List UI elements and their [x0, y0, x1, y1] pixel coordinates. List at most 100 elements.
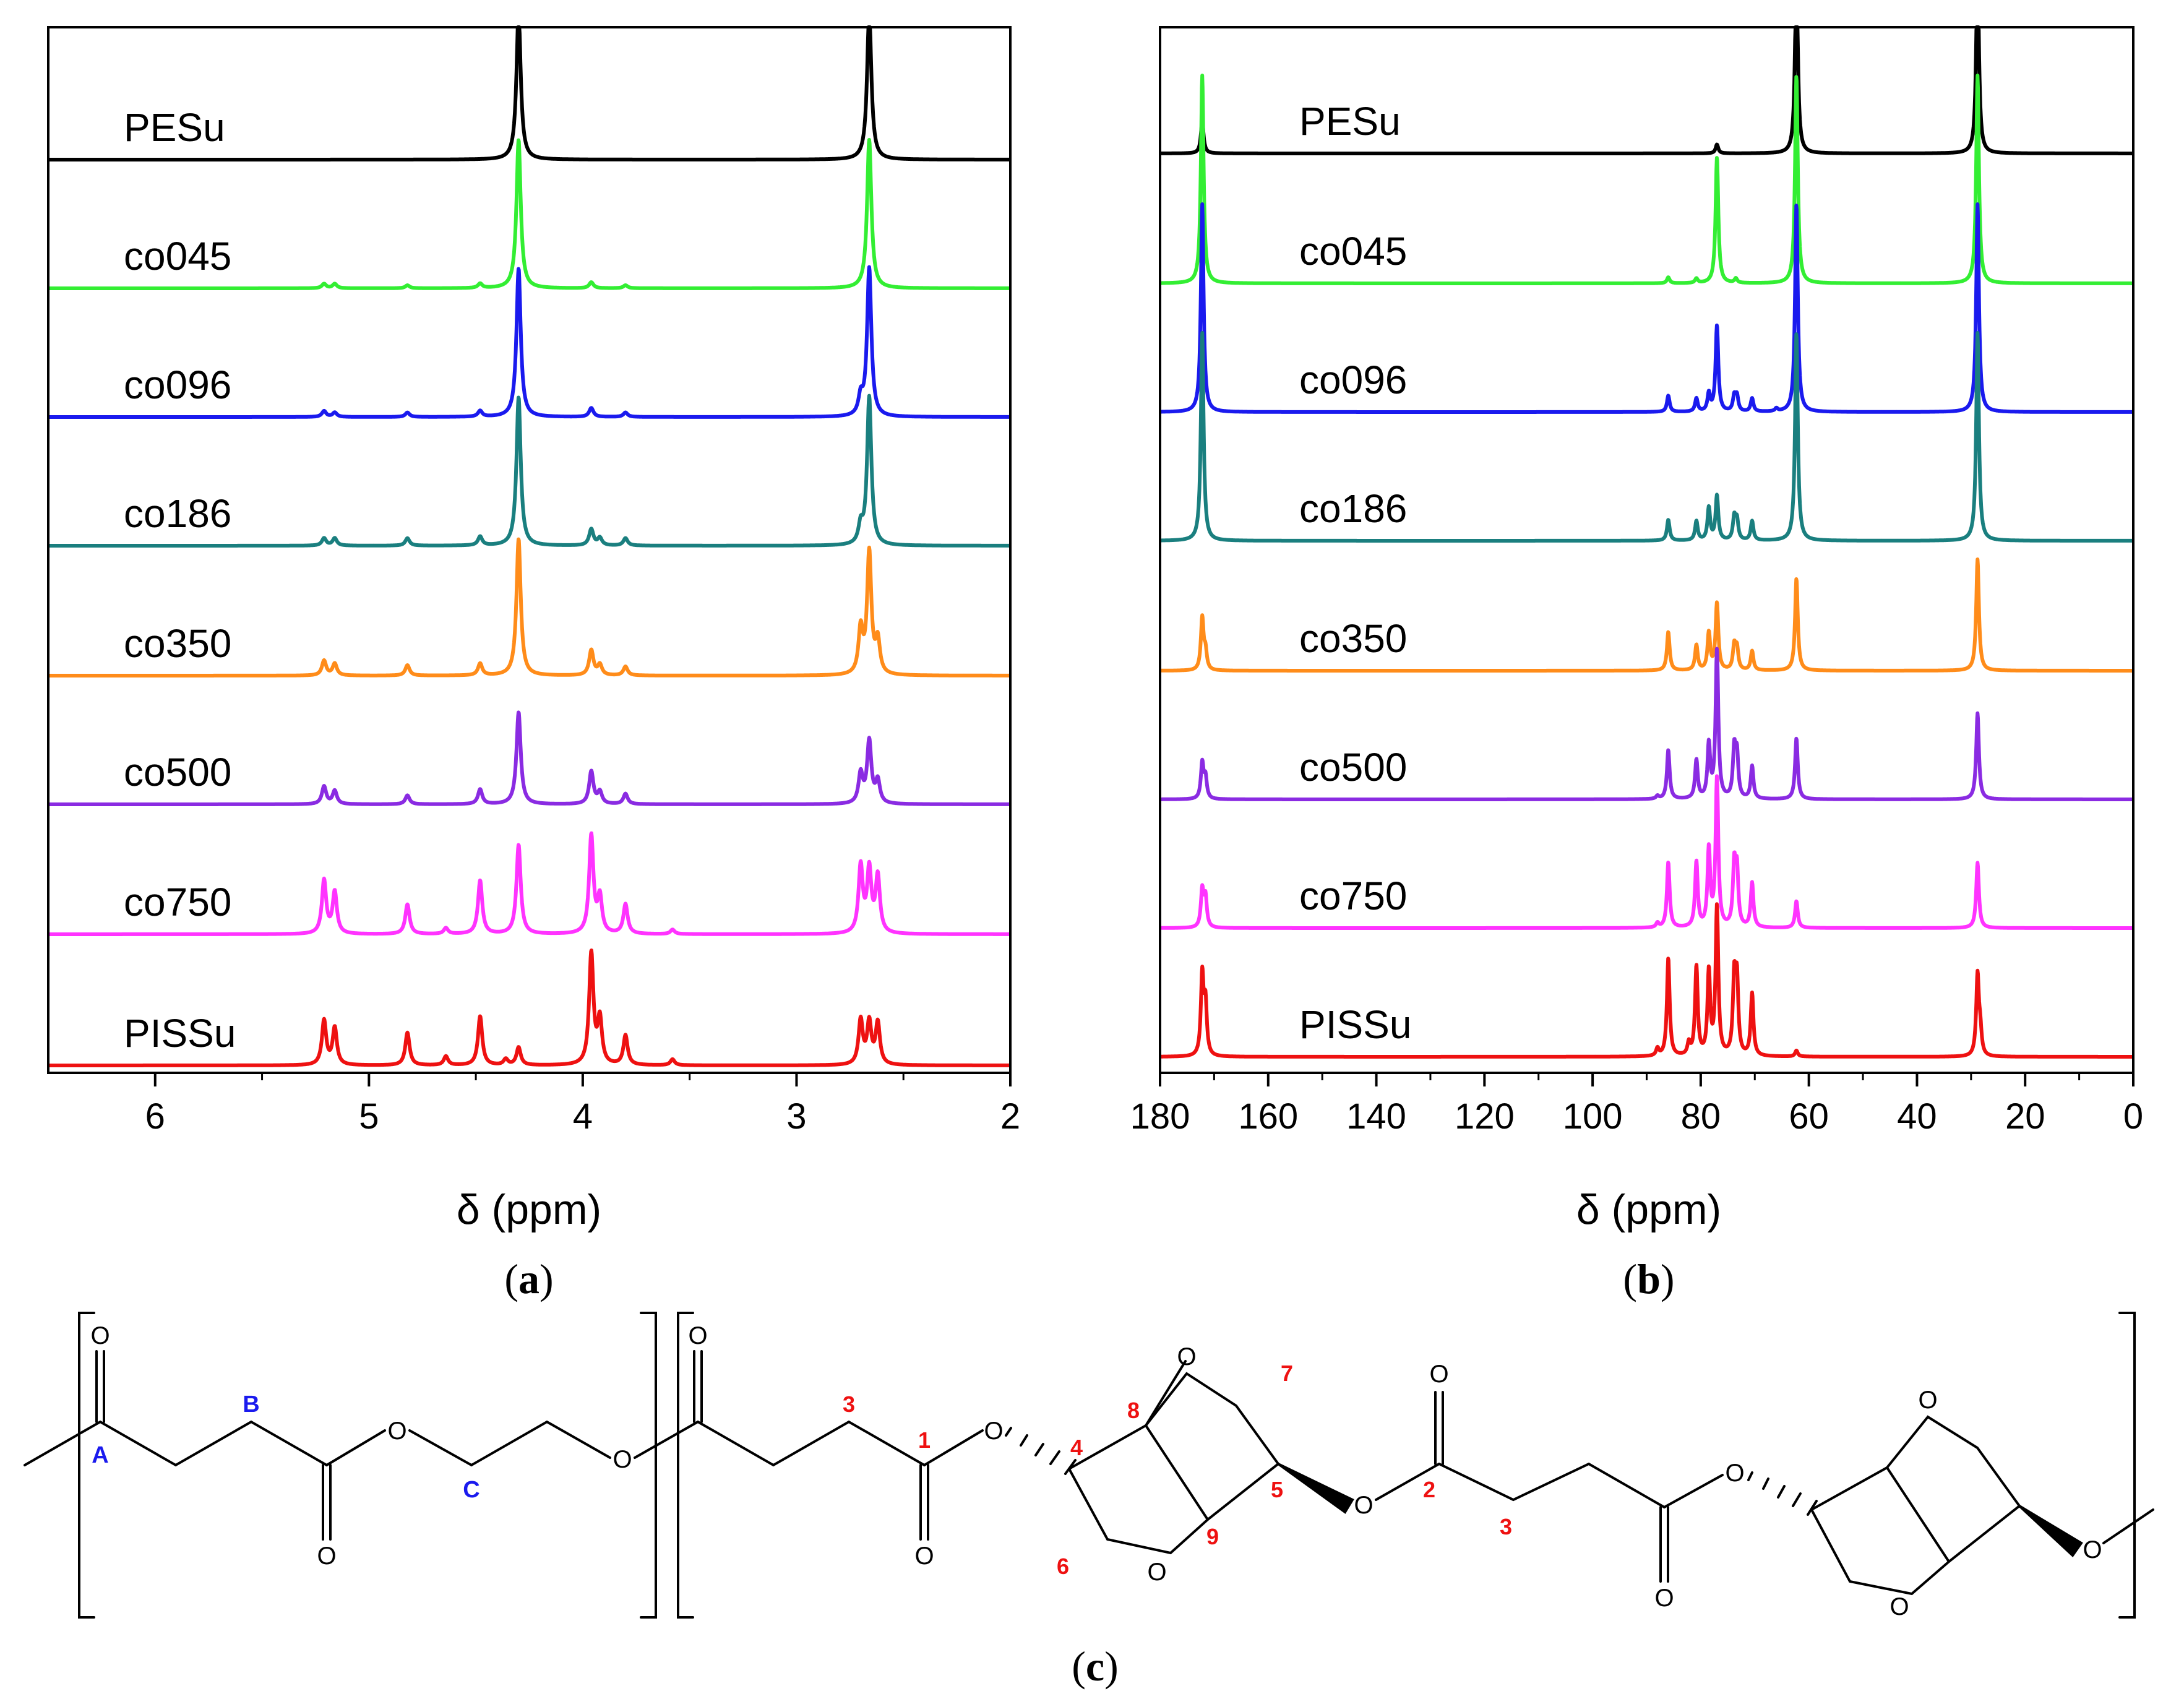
x-tick-label: 4	[573, 1096, 593, 1137]
x-tick-label: 140	[1346, 1096, 1406, 1137]
trace-co045	[46, 138, 1012, 290]
pissu-carbonyl-2	[919, 1464, 929, 1541]
structure-labels: O O O O O O O O O O O O O O O O A B C 3 …	[90, 1322, 2102, 1620]
series-label-co096: co096	[1299, 358, 1407, 402]
series-label-co045: co045	[1299, 229, 1407, 273]
wedge-bond-c5	[1277, 1463, 1354, 1514]
panel-b-traces	[1158, 25, 2135, 1059]
pesu-link	[634, 1421, 699, 1459]
trace-co186	[1158, 331, 2135, 543]
hashed-bond-second	[1747, 1471, 1818, 1516]
atom-o-15: O	[1890, 1593, 1909, 1620]
atom-o-2: O	[317, 1542, 336, 1570]
trace-co096	[46, 265, 1012, 419]
trace-PISSu	[46, 948, 1012, 1067]
atom-o-3: O	[387, 1417, 406, 1445]
panel-b-caption-letter: b	[1637, 1255, 1661, 1302]
x-tick-label: 3	[786, 1096, 806, 1137]
x-tick-label: 180	[1130, 1096, 1190, 1137]
series-label-co045: co045	[124, 234, 231, 278]
isosorbide-1-top	[1145, 1360, 1187, 1427]
panel-c-caption-letter: c	[1086, 1643, 1104, 1690]
atom-o-13: O	[1725, 1460, 1744, 1487]
isosorbide-1-ring	[1068, 1372, 1280, 1555]
trace-co500	[46, 710, 1012, 806]
panel-a-series-labels: PESu co045 co096 co186 co350 co500 co750 PISSu	[124, 105, 236, 1056]
panel-a-traces	[46, 25, 1012, 1067]
atom-o-11: O	[1429, 1361, 1448, 1388]
label-a: A	[92, 1442, 108, 1468]
atom-o-1: O	[90, 1322, 110, 1349]
atom-o-8: O	[1177, 1343, 1196, 1370]
panel-b-x-axis-label: δ (ppm)	[1576, 1186, 1721, 1233]
panel-c-chemical-structure	[24, 1312, 2154, 1619]
panel-b-series-labels: PESu co045 co096 co186 co350 co500 co750 PISSu	[1299, 99, 1411, 1047]
isosorbide-2-ring	[1810, 1415, 2021, 1596]
x-tick-label: 120	[1455, 1096, 1515, 1137]
trace-co350	[46, 537, 1012, 677]
atom-o-6: O	[914, 1542, 934, 1570]
label-c2: 2	[1423, 1477, 1435, 1502]
x-tick-label: 160	[1238, 1096, 1298, 1137]
panel-a-nmr-1h: PESuco045co096co186co350co500co750PISSu …	[46, 25, 1020, 1302]
panel-b-nmr-13c: PESuco045co096co186co350co500co750PISSu …	[1130, 25, 2143, 1302]
trace-PESu	[1158, 25, 2135, 155]
hashed-bond-c4	[1005, 1427, 1077, 1475]
trace-co750	[1158, 774, 2135, 930]
wedge-bond-end	[2018, 1505, 2083, 1558]
pissu-backbone-2	[1375, 1462, 1666, 1508]
pesu-carbonyl-b	[322, 1464, 332, 1541]
bracket-right-1	[640, 1312, 657, 1619]
isosorbide-1-fusion	[1145, 1424, 1209, 1521]
trace-co750	[46, 831, 1012, 936]
pissu-backbone-1	[697, 1420, 984, 1467]
series-label-co350: co350	[1299, 616, 1407, 661]
trace-co045	[1158, 74, 2135, 285]
pissu-carbonyl-3	[1434, 1391, 1444, 1465]
pissu-carbonyl-1	[693, 1350, 703, 1423]
x-tick-label: 100	[1563, 1096, 1623, 1137]
atom-o-14: O	[1918, 1387, 1937, 1414]
atom-o-7: O	[984, 1417, 1003, 1445]
x-tick-label: 20	[2005, 1096, 2045, 1137]
series-label-co350: co350	[124, 621, 231, 666]
series-label-co750: co750	[1299, 874, 1407, 918]
series-label-co096: co096	[124, 363, 231, 407]
series-label-PISSu: PISSu	[124, 1011, 236, 1056]
panel-a-x-axis: 6 5 4 3 2	[145, 1073, 1020, 1137]
label-c7: 7	[1281, 1361, 1293, 1386]
series-label-co186: co186	[1299, 486, 1407, 531]
x-tick-label: 6	[145, 1096, 165, 1137]
pissu-ester-link	[1663, 1474, 1724, 1508]
pesu-backbone-1	[24, 1420, 386, 1467]
panel-b-caption: (b)	[1623, 1255, 1674, 1302]
label-b: B	[243, 1391, 259, 1417]
bracket-right-2	[2118, 1312, 2136, 1619]
series-label-co500: co500	[1299, 745, 1407, 789]
trace-PESu	[46, 25, 1012, 161]
panel-c-caption: (c)	[1072, 1643, 1119, 1690]
x-tick-label: 5	[359, 1096, 379, 1137]
label-c9: 9	[1206, 1524, 1219, 1549]
atom-o-10: O	[1354, 1492, 1373, 1519]
label-c4: 4	[1070, 1435, 1083, 1460]
trace-co186	[46, 394, 1012, 548]
label-c: C	[463, 1477, 479, 1503]
label-c8: 8	[1127, 1398, 1140, 1423]
bracket-left-1	[78, 1312, 95, 1619]
panel-a-caption: (a)	[504, 1255, 553, 1302]
series-label-co186: co186	[124, 491, 231, 536]
x-tick-label: 2	[1000, 1096, 1020, 1137]
label-c3-a: 3	[843, 1391, 855, 1417]
trace-co350	[1158, 557, 2135, 673]
series-label-co500: co500	[124, 750, 231, 794]
label-c3-b: 3	[1500, 1514, 1512, 1539]
isosorbide-2-fusion	[1886, 1466, 1950, 1563]
series-label-PESu: PESu	[1299, 99, 1401, 144]
trace-co096	[1158, 202, 2135, 414]
label-c1: 1	[918, 1427, 931, 1453]
series-label-co750: co750	[124, 880, 231, 924]
end-bond	[2102, 1508, 2154, 1544]
bracket-left-2	[677, 1312, 694, 1619]
